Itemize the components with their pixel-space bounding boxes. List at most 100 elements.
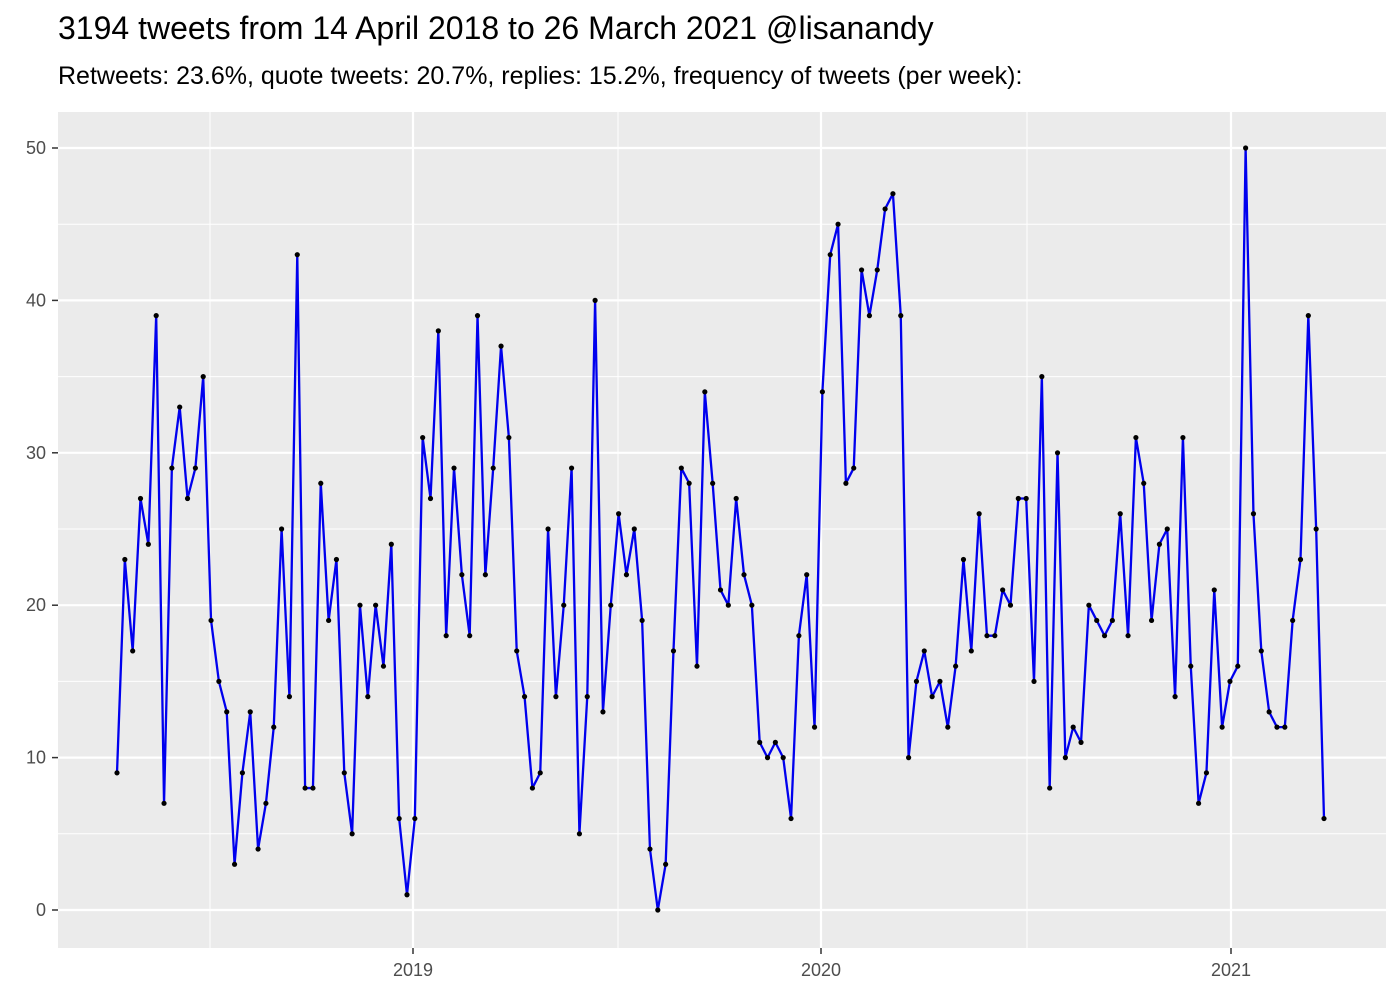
data-point [490, 465, 496, 471]
data-point [1203, 770, 1210, 776]
y-tick-label: 30 [26, 443, 46, 463]
data-point [224, 709, 230, 715]
data-point [851, 465, 857, 471]
data-point [568, 465, 575, 471]
chart-subtitle: Retweets: 23.6%, quote tweets: 20.7%, re… [58, 62, 1023, 90]
data-point [1290, 617, 1296, 624]
data-point [451, 465, 457, 471]
data-point [1133, 434, 1139, 441]
data-point [1180, 434, 1186, 441]
data-point [945, 724, 951, 730]
data-point [1047, 785, 1053, 791]
data-point [561, 602, 567, 608]
data-point [420, 434, 426, 441]
data-point [906, 755, 912, 761]
x-tick-label: 2020 [801, 960, 841, 980]
data-point [333, 556, 340, 563]
data-point [1243, 145, 1249, 151]
data-point [380, 663, 387, 669]
data-point [984, 633, 990, 639]
data-point [341, 770, 347, 776]
data-point [349, 831, 355, 837]
data-point [388, 541, 394, 547]
data-point [929, 694, 935, 700]
chart-title: 3194 tweets from 14 April 2018 to 26 Mar… [58, 10, 934, 46]
data-point [1148, 617, 1155, 624]
data-point [239, 770, 245, 776]
data-point [506, 434, 512, 441]
data-point [804, 572, 810, 578]
data-point [968, 648, 974, 654]
data-point [1305, 313, 1311, 319]
data-point [647, 846, 653, 852]
data-point [788, 815, 794, 822]
data-point [866, 313, 873, 319]
data-point [710, 480, 716, 486]
data-point [592, 297, 598, 303]
data-point [686, 480, 692, 486]
data-point [498, 343, 504, 349]
data-point [827, 252, 833, 258]
data-point [231, 861, 238, 867]
data-point [1282, 724, 1288, 730]
data-point [200, 374, 206, 380]
data-point [835, 221, 841, 227]
data-point [114, 770, 120, 776]
data-point [874, 267, 880, 273]
data-point [772, 739, 778, 745]
data-point [858, 267, 865, 273]
data-point [1007, 602, 1014, 608]
data-point [937, 678, 943, 685]
data-point [169, 465, 175, 471]
data-point [733, 495, 739, 502]
data-point [122, 556, 128, 563]
data-point [1235, 663, 1241, 669]
data-point [553, 694, 559, 700]
data-point [1101, 633, 1108, 639]
data-point [192, 465, 198, 471]
data-point [302, 785, 308, 791]
data-point [757, 739, 763, 745]
data-point [467, 633, 473, 639]
data-point [655, 907, 661, 913]
data-point [1156, 541, 1163, 547]
data-point [1141, 480, 1147, 486]
data-point [1250, 511, 1257, 517]
data-point [318, 480, 324, 486]
data-point [1070, 724, 1076, 730]
y-tick-label: 50 [26, 138, 46, 158]
data-point [1227, 678, 1233, 685]
data-point [1023, 495, 1029, 502]
data-point [623, 572, 630, 578]
y-tick-label: 10 [26, 748, 46, 768]
data-point [529, 785, 536, 791]
data-point [811, 724, 818, 730]
data-point [764, 755, 771, 761]
data-point [482, 572, 488, 578]
data-point [616, 511, 622, 517]
data-point [255, 846, 261, 852]
data-point [365, 694, 371, 700]
data-point [1125, 633, 1131, 639]
data-point [796, 633, 802, 639]
data-point [1031, 678, 1037, 685]
data-point [843, 480, 849, 486]
data-point [184, 495, 191, 502]
data-point [357, 602, 363, 608]
data-point [443, 633, 449, 639]
data-point [670, 648, 677, 654]
data-point [412, 815, 418, 822]
data-point [1094, 617, 1100, 624]
data-point [161, 800, 167, 806]
data-point [992, 633, 998, 639]
x-tick-label: 2019 [393, 960, 433, 980]
data-point [545, 526, 551, 532]
data-point [1321, 815, 1327, 822]
data-point [1086, 602, 1092, 608]
data-point [898, 313, 904, 319]
data-point [702, 389, 708, 395]
data-point [1274, 724, 1280, 730]
data-point [921, 648, 927, 654]
data-point [882, 206, 888, 212]
data-point [177, 404, 183, 410]
